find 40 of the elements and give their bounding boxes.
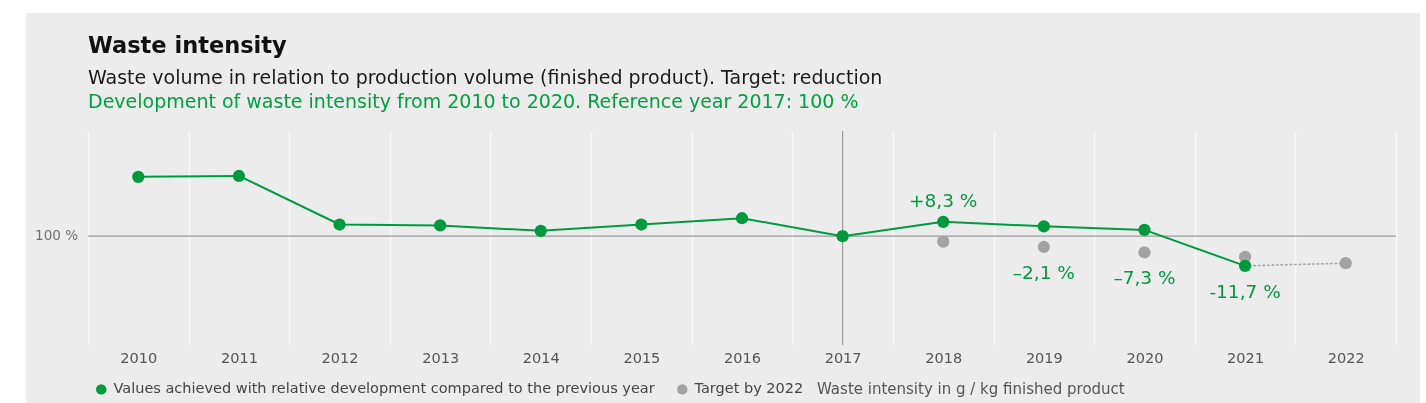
point xyxy=(635,218,648,231)
x-tick-label: 2021 xyxy=(1227,349,1265,366)
legend-label: Target by 2022 xyxy=(693,380,804,397)
point xyxy=(534,224,547,237)
text: 100 % xyxy=(35,227,79,244)
x-tick-label: 2010 xyxy=(120,349,158,366)
annotation: –7,3 % xyxy=(1113,267,1176,289)
x-tick-label: 2011 xyxy=(220,349,258,366)
x-tick-label: 2014 xyxy=(522,349,560,366)
text: Waste intensity in g / kg finished product xyxy=(817,380,1125,398)
point xyxy=(1138,223,1151,237)
annotation: -11,7 % xyxy=(1209,280,1281,302)
point xyxy=(232,169,246,183)
point xyxy=(1037,240,1050,254)
point xyxy=(1339,257,1352,270)
point xyxy=(333,218,346,231)
chart-subtitle: Waste volume in relation to production volume (finished product). Target: reduction xyxy=(88,66,883,88)
x-tick-label: 2012 xyxy=(321,349,359,366)
point xyxy=(735,212,749,225)
x-tick-label: 2016 xyxy=(724,349,761,366)
text: Development of waste intensity from 2010 to 2020. Reference year 2017: 100 % xyxy=(88,90,859,112)
x-tick-label: 2020 xyxy=(1126,349,1164,366)
x-tick-label: 2017 xyxy=(824,349,862,366)
chart-title: Waste intensity xyxy=(88,31,288,58)
x-tick-label: 2018 xyxy=(925,349,963,366)
x-tick-label: 2013 xyxy=(422,349,460,366)
x-tick-label: 2019 xyxy=(1025,349,1063,366)
point xyxy=(1037,220,1050,233)
point xyxy=(434,219,447,232)
x-tick-label: 2022 xyxy=(1327,349,1365,366)
point xyxy=(836,230,849,243)
x-tick-label: 2015 xyxy=(623,349,661,366)
legend-label: Values achieved with relative development compared to the previous year xyxy=(113,380,655,397)
point xyxy=(132,170,145,183)
annotation: +8,3 % xyxy=(909,189,978,211)
annotation: –2,1 % xyxy=(1012,261,1075,283)
point xyxy=(937,215,950,228)
point xyxy=(1238,259,1252,272)
point xyxy=(1138,246,1151,259)
point xyxy=(937,235,950,248)
